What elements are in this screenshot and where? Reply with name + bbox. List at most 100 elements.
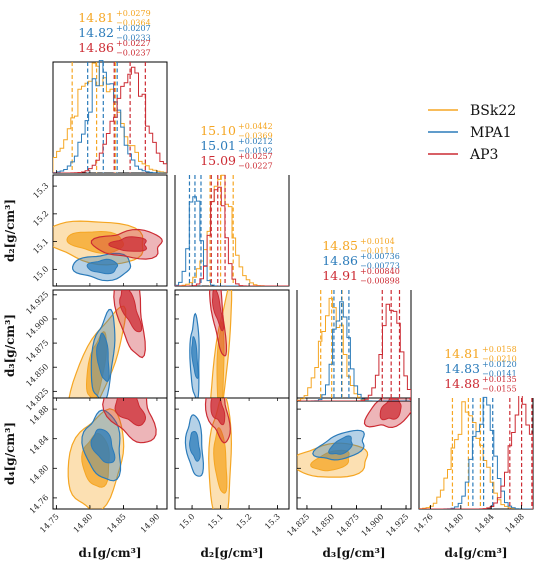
x-axis-label: d₃[g/cm³] <box>322 546 385 560</box>
y-axis-label: d₄[g/cm³] <box>3 422 17 485</box>
stat-err-minus: −0.00773 <box>360 262 400 271</box>
stat-median: 14.91 <box>322 268 358 283</box>
legend: BSk22 MPA1 AP3 <box>428 103 516 163</box>
histogram-MPA1 <box>53 60 167 173</box>
histogram-BSk22 <box>53 62 167 173</box>
stat-label-BSk22: 15.10 +0.0442−0.0369 <box>200 122 273 141</box>
panel-frame <box>52 61 168 174</box>
stat-label-MPA1: 15.01 +0.0212−0.0192 <box>200 137 273 156</box>
panel-4-2 <box>174 397 290 510</box>
x-tick-label: 14.80 <box>72 512 95 535</box>
y-tick-label: 14.76 <box>28 493 51 516</box>
stat-err-minus: −0.00898 <box>360 277 400 286</box>
y-tick-label: 15.2 <box>31 209 50 228</box>
y-tick-label: 14.80 <box>28 463 51 486</box>
histogram-AP3 <box>297 303 411 401</box>
x-tick-label: 14.84 <box>473 512 496 535</box>
y-axis-label: d₃[g/cm³] <box>3 314 17 377</box>
histogram-AP3 <box>53 66 167 173</box>
contour-1sigma-AP3 <box>114 398 147 427</box>
contour-1sigma-MPA1 <box>90 428 116 464</box>
stat-label-BSk22: 14.85 +0.0104−0.0111 <box>322 237 395 256</box>
stat-err-minus: −0.0111 <box>360 247 395 256</box>
x-tick-label: 14.88 <box>503 512 526 535</box>
contour-1sigma-MPA1 <box>328 435 353 455</box>
contour-1sigma-AP3 <box>379 398 402 421</box>
histogram-MPA1 <box>297 301 411 401</box>
stat-median: 14.82 <box>78 25 114 40</box>
contour-1sigma-MPA1 <box>191 336 199 380</box>
stat-median: 14.85 <box>322 238 358 253</box>
panel-4-1 <box>52 397 168 510</box>
stat-err-plus: +0.0104 <box>360 237 395 246</box>
stat-err-plus: +0.0442 <box>238 122 273 131</box>
panel-4-3 <box>296 397 412 510</box>
x-axis-label: d₁[g/cm³] <box>78 546 141 560</box>
x-tick-label: 15.3 <box>263 512 282 531</box>
stat-err-plus: +0.0227 <box>116 39 151 48</box>
stat-median: 14.81 <box>444 346 480 361</box>
x-tick-label: 14.825 <box>285 512 311 538</box>
contour-1sigma-MPA1 <box>96 332 110 383</box>
stat-err-plus: +0.0207 <box>116 24 151 33</box>
stat-err-minus: −0.0369 <box>238 132 273 141</box>
stat-median: 15.01 <box>200 138 236 153</box>
y-tick-label: 14.875 <box>24 338 50 364</box>
x-axis-label: d₂[g/cm³] <box>200 546 263 560</box>
y-axis-label: d₂[g/cm³] <box>3 199 17 262</box>
x-tick-label: 14.85 <box>105 512 128 535</box>
histogram-BSk22 <box>297 297 411 401</box>
stat-err-minus: −0.0233 <box>116 34 151 43</box>
contour-1sigma-MPA1 <box>86 258 119 275</box>
stat-label-AP3: 15.09 +0.0257−0.0227 <box>200 152 273 171</box>
y-tick-label: 14.850 <box>24 362 50 388</box>
stat-label-BSk22: 14.81 +0.0158−0.0210 <box>444 345 517 364</box>
y-tick-label: 15.1 <box>31 237 50 256</box>
x-tick-label: 14.925 <box>384 512 410 538</box>
x-tick-label: 14.80 <box>443 512 466 535</box>
contour-1sigma-BSk22 <box>213 427 228 494</box>
y-tick-label: 14.900 <box>24 314 50 340</box>
stat-median: 14.83 <box>444 361 480 376</box>
contour-1sigma-MPA1 <box>189 431 201 462</box>
stat-err-plus: +0.0135 <box>482 375 517 384</box>
panel-2-1 <box>52 174 168 287</box>
stat-err-plus: +0.0257 <box>238 152 273 161</box>
x-tick-label: 15.0 <box>178 512 197 531</box>
stat-label-BSk22: 14.81 +0.0279−0.0364 <box>78 9 151 28</box>
stat-err-plus: +0.0279 <box>116 9 151 18</box>
stat-err-minus: −0.0364 <box>116 19 151 28</box>
stat-label-MPA1: 14.82 +0.0207−0.0233 <box>78 24 151 43</box>
stat-median: 15.09 <box>200 153 236 168</box>
stat-err-plus: +0.0158 <box>482 345 517 354</box>
y-tick-label: 14.84 <box>28 434 51 457</box>
x-tick-label: 14.850 <box>310 512 336 538</box>
x-tick-label: 14.90 <box>139 512 162 535</box>
stat-median: 14.86 <box>78 40 114 55</box>
x-tick-label: 14.76 <box>412 512 435 535</box>
x-tick-label: 15.2 <box>235 512 254 531</box>
histogram-MPA1 <box>175 196 289 286</box>
stat-err-plus: +0.0120 <box>482 360 517 369</box>
contour-1sigma-AP3 <box>108 236 148 252</box>
stat-err-plus: +0.0212 <box>238 137 273 146</box>
stat-err-minus: −0.0237 <box>116 49 151 58</box>
histogram-MPA1 <box>419 396 533 509</box>
stat-label-AP3: 14.88 +0.0135−0.0155 <box>444 375 517 394</box>
legend-label-AP3: AP3 <box>469 147 498 163</box>
stat-err-minus: −0.0210 <box>482 355 517 364</box>
x-tick-label: 14.900 <box>360 512 386 538</box>
stat-err-minus: −0.0155 <box>482 385 517 394</box>
histogram-BSk22 <box>419 401 533 509</box>
histogram-AP3 <box>419 396 533 509</box>
x-axis-label: d₄[g/cm³] <box>444 546 507 560</box>
stat-median: 14.86 <box>322 253 358 268</box>
y-tick-label: 15.3 <box>31 181 50 200</box>
stat-err-minus: −0.0141 <box>482 370 517 379</box>
stat-label-MPA1: 14.86 +0.00736−0.00773 <box>322 252 400 271</box>
legend-label-BSk22: BSk22 <box>470 103 516 119</box>
y-tick-label: 14.925 <box>24 290 50 316</box>
stat-err-plus: +0.00840 <box>360 267 400 276</box>
x-tick-label: 14.875 <box>335 512 361 538</box>
